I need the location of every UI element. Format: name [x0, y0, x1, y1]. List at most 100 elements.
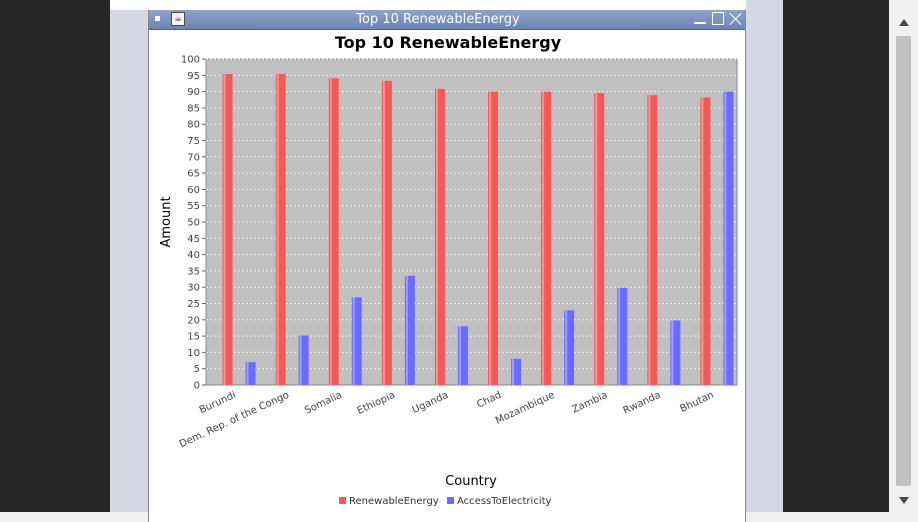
scroll-up-button[interactable] — [889, 10, 918, 34]
bar-access-9 — [670, 320, 681, 385]
scroll-down-button[interactable] — [889, 488, 918, 512]
y-tick-label: 90 — [187, 87, 200, 98]
bar-access-3 — [351, 297, 362, 385]
y-tick-label: 65 — [187, 169, 200, 180]
y-tick-label: 75 — [187, 136, 200, 147]
x-axis-label: Country — [445, 474, 497, 489]
bar-highlight — [382, 80, 385, 386]
y-tick-label: 0 — [194, 381, 200, 392]
bar-renewable-1 — [222, 73, 233, 385]
bar-highlight — [489, 91, 492, 385]
y-tick-label: 5 — [194, 364, 200, 375]
bar-access-8 — [617, 287, 628, 385]
y-tick-label: 70 — [187, 152, 200, 163]
bar-highlight — [701, 97, 704, 385]
legend: RenewableEnergy AccessToElectricity — [339, 496, 552, 507]
y-tick-label: 35 — [187, 266, 200, 277]
x-category-label: Somalia — [303, 390, 344, 417]
minimize-icon[interactable] — [693, 11, 707, 26]
y-tick-label: 100 — [181, 55, 200, 66]
bar-access-4 — [404, 275, 415, 385]
arrow-up-icon — [898, 18, 909, 26]
bar-highlight — [435, 88, 438, 385]
bar-highlight — [223, 73, 226, 385]
bar-renewable-4 — [381, 80, 392, 386]
bar-highlight — [299, 335, 302, 385]
x-category-label: Rwanda — [622, 390, 663, 417]
window-menu-icon[interactable] — [155, 16, 160, 21]
y-tick-label: 80 — [187, 120, 200, 131]
bar-highlight — [329, 78, 332, 385]
y-tick-label: 55 — [187, 201, 200, 212]
bar-access-1 — [245, 362, 256, 385]
vertical-scrollbar[interactable] — [889, 10, 918, 512]
x-category-label: Ethiopia — [356, 390, 398, 417]
x-category-label: Uganda — [411, 390, 451, 416]
y-axis-label: Amount — [159, 196, 174, 247]
window-title: Top 10 RenewableEnergy — [356, 12, 520, 27]
x-category-label: Chad — [475, 390, 503, 411]
bar-highlight — [724, 91, 727, 385]
x-category-label: Bhutan — [678, 390, 715, 415]
bars — [222, 73, 734, 386]
right-dark-panel — [783, 0, 889, 522]
right-desktop-strip — [746, 0, 783, 522]
scroll-thumb[interactable] — [896, 36, 911, 486]
y-tick-label: 20 — [187, 315, 200, 326]
bar-highlight — [565, 310, 568, 385]
y-tick-label: 60 — [187, 185, 200, 196]
y-tick-label: 50 — [187, 218, 200, 229]
maximize-icon[interactable] — [711, 11, 725, 26]
bar-renewable-10 — [700, 97, 711, 385]
bar-highlight — [542, 91, 545, 385]
bar-highlight — [671, 320, 674, 385]
bar-highlight — [405, 275, 408, 385]
java-app-icon: ☕ — [171, 12, 185, 26]
legend-label-access: AccessToElectricity — [457, 496, 552, 507]
bar-chart: Top 10 RenewableEnergy 0 5 10 15 20 25 30 35 40 4… — [159, 33, 738, 507]
bar-highlight — [512, 358, 515, 385]
y-tick-label: 40 — [187, 250, 200, 261]
x-category-label: Mozambique — [494, 390, 556, 427]
bar-highlight — [595, 92, 598, 386]
y-tick-label: 45 — [187, 234, 200, 245]
close-icon[interactable] — [729, 11, 743, 26]
bar-renewable-7 — [541, 91, 552, 385]
gridlines — [206, 58, 737, 370]
bar-renewable-9 — [647, 95, 658, 385]
window-titlebar[interactable]: ☕ Top 10 RenewableEnergy — [149, 10, 745, 30]
bar-renewable-8 — [594, 92, 605, 386]
window-controls — [693, 11, 743, 28]
chart-title: Top 10 RenewableEnergy — [335, 33, 562, 52]
legend-swatch-access — [447, 497, 454, 504]
y-tick-label: 10 — [187, 348, 200, 359]
legend-label-renewable: RenewableEnergy — [349, 496, 439, 507]
left-desktop-strip — [110, 0, 148, 522]
y-tick-label: 95 — [187, 71, 200, 82]
bar-highlight — [618, 287, 621, 385]
top-strip — [110, 0, 783, 10]
bar-renewable-2 — [275, 73, 286, 385]
bar-renewable-3 — [328, 78, 339, 385]
y-tick-label: 25 — [187, 299, 200, 310]
left-dark-panel — [0, 0, 110, 522]
bar-renewable-5 — [434, 88, 445, 385]
y-tick-label: 30 — [187, 283, 200, 294]
bar-highlight — [246, 362, 249, 385]
x-category-label: Zambia — [570, 390, 609, 416]
bar-access-10 — [723, 91, 734, 385]
bar-access-6 — [511, 358, 522, 385]
bar-highlight — [352, 297, 355, 385]
arrow-down-icon — [898, 496, 909, 504]
x-category-label: Burundi — [198, 390, 238, 417]
bar-highlight — [648, 95, 651, 385]
y-tick-label: 85 — [187, 103, 200, 114]
y-axis-ticks: 0 5 10 15 20 25 30 35 40 45 50 55 60 65 70 75 80 85 90 95 10… — [181, 55, 206, 392]
bar-access-7 — [564, 310, 575, 385]
y-tick-label: 15 — [187, 332, 200, 343]
bar-highlight — [276, 73, 279, 385]
legend-swatch-renewable — [339, 497, 346, 504]
bar-highlight — [458, 326, 461, 385]
bar-renewable-6 — [488, 91, 499, 385]
